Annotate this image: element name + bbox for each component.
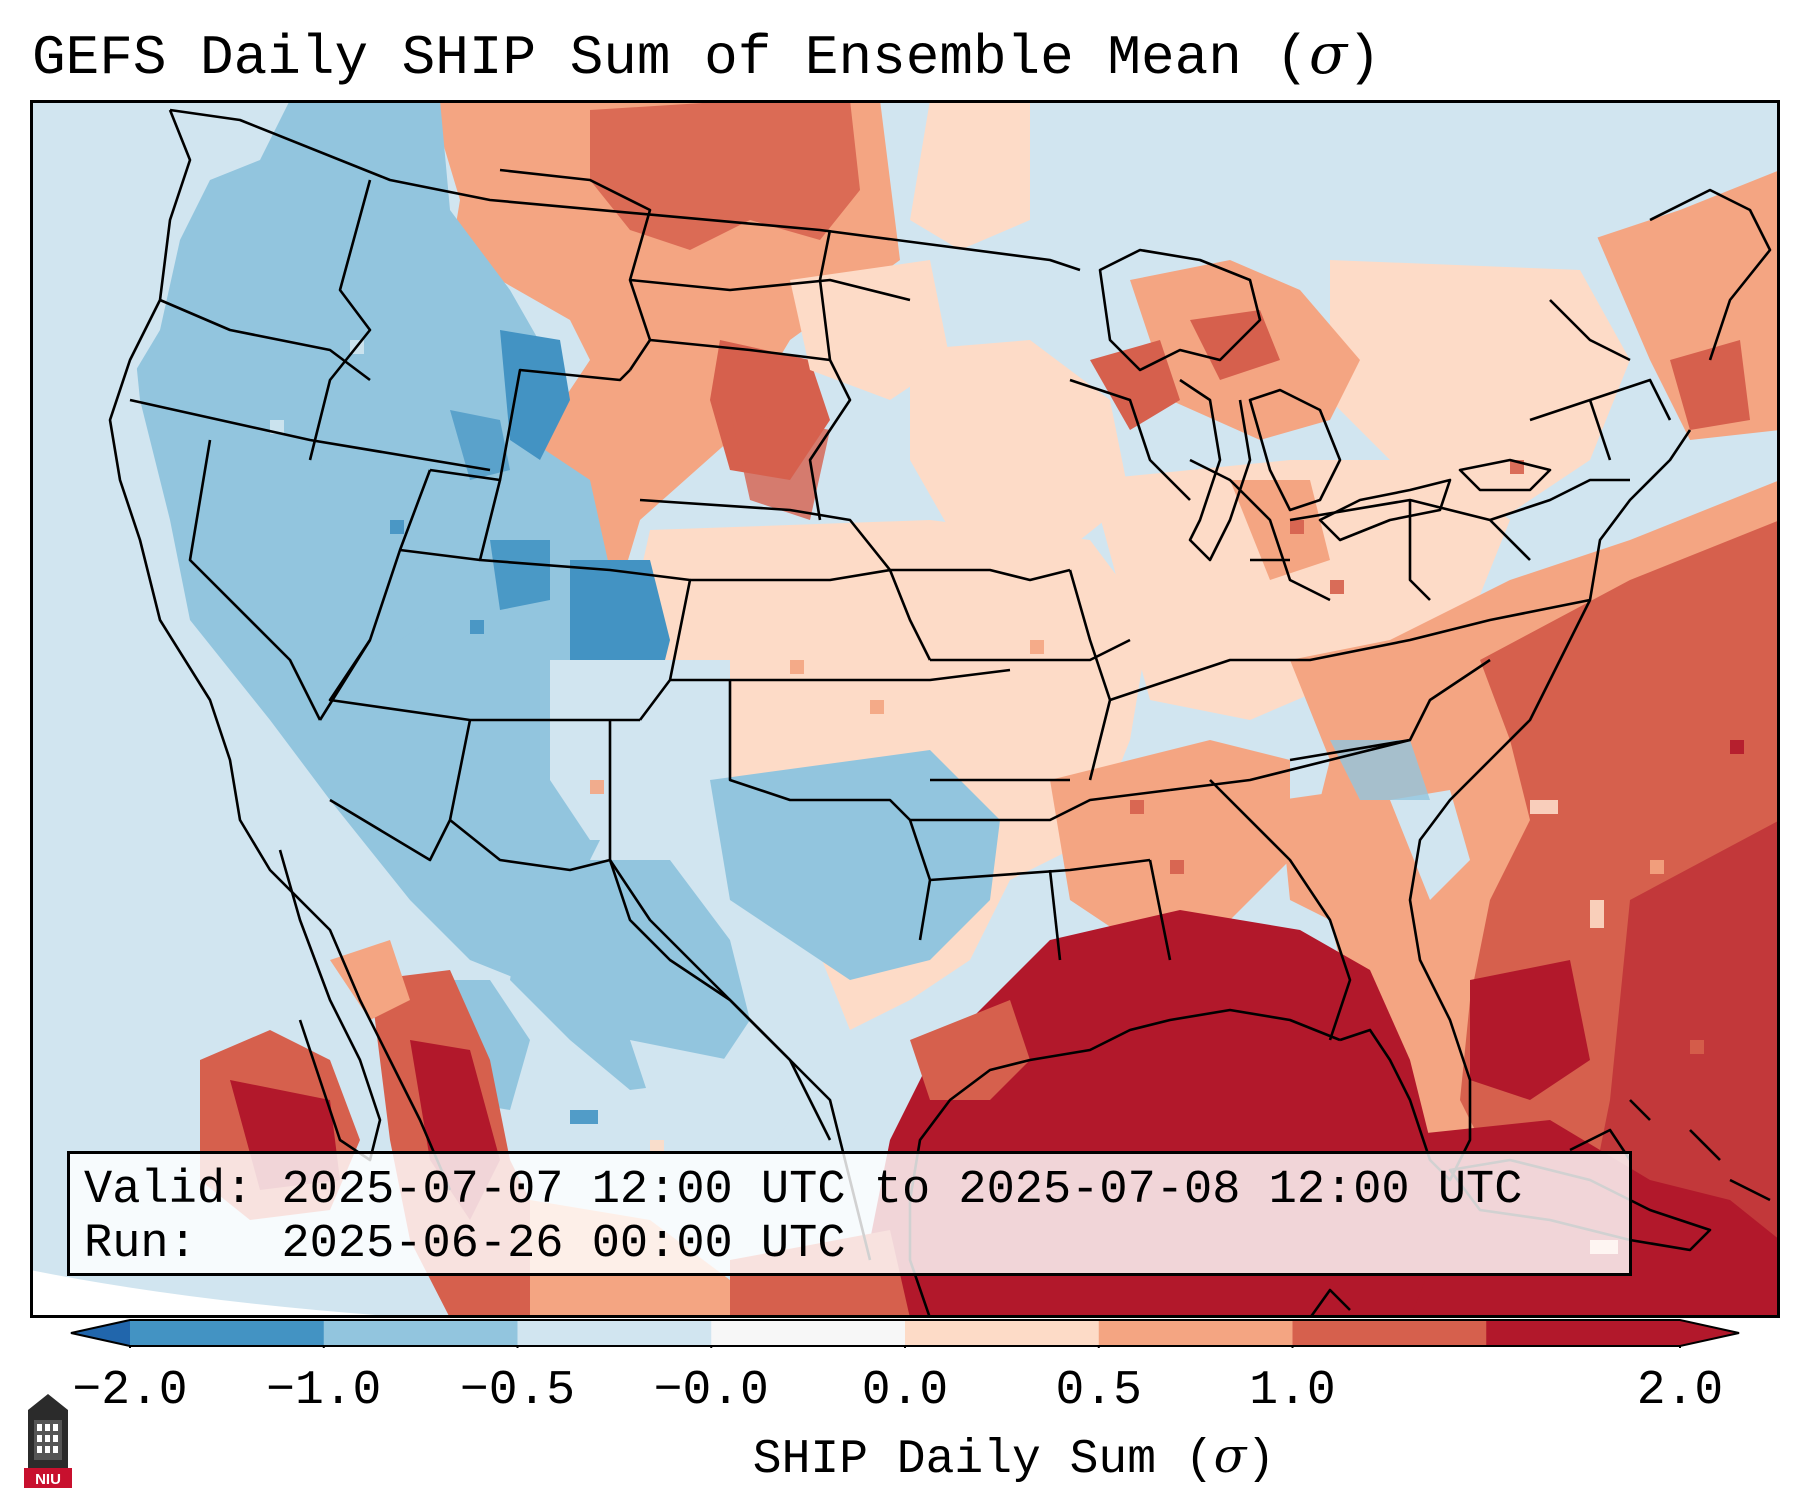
us-canada-border [169,108,1081,272]
map-canvas [30,100,1780,1318]
colorbar-tick-label: 0.0 [861,1364,949,1418]
colorbar [70,1318,1740,1348]
colorbar-segment [905,1320,1100,1346]
colorbar-tick-label: 1.0 [1249,1364,1336,1418]
colorbar-label-sigma: σ [1213,1428,1247,1484]
svg-text:NIU: NIU [35,1471,61,1488]
colorbar-svg [70,1319,1740,1348]
colorbar-segment [1486,1320,1681,1346]
map-title: GEFS Daily SHIP Sum of Ensemble Mean (σ) [32,22,1381,90]
baja-coastline [278,849,382,1162]
colorbar-segment [711,1320,906,1346]
east-coastline [1339,429,1692,1182]
great-lake-erie [1318,478,1452,542]
map-panel [30,100,1780,1318]
university-tower-icon: NIU [24,1394,72,1488]
colorbar-label-suffix: ) [1246,1433,1276,1487]
projection-edge [30,1270,417,1318]
title-sigma: σ [1309,22,1348,87]
valid-run-info-box: Valid: 2025-07-07 12:00 UTC to 2025-07-0… [67,1151,1632,1276]
great-lake-superior [1098,248,1262,372]
valid-label: Valid: [84,1164,254,1217]
colorbar-segment [1292,1320,1487,1346]
colorbar-tick-label: −0.0 [653,1364,769,1418]
colorbar-segment [323,1320,518,1346]
neutral-region-canada [1350,100,1780,260]
title-text: GEFS Daily SHIP Sum of Ensemble Mean ( [32,26,1310,90]
boundary-lines [108,108,1772,1318]
colorbar-label: SHIP Daily Sum (σ) [753,1428,1275,1487]
colorbar-tick-label: 0.5 [1055,1364,1142,1418]
great-lake-ontario [1458,458,1552,492]
run-label: Run: [84,1218,197,1271]
colorbar-extend-low [70,1320,130,1346]
cool-region-west [130,100,1000,1200]
colorbar-segment [130,1320,325,1346]
map-frame [30,100,1780,1318]
colorbar-tick-label: −2.0 [72,1364,188,1418]
great-lake-michigan [1179,378,1252,562]
colorbar-tick-label: −0.5 [459,1364,576,1418]
colorbar-segment [517,1320,712,1346]
colorbar-extend-high [1680,1320,1740,1346]
valid-time-range: 2025-07-07 12:00 UTC to 2025-07-08 12:00… [281,1164,1523,1217]
colorbar-tick-label: 2.0 [1636,1364,1724,1418]
colorbar-segment [1098,1320,1293,1346]
great-lake-huron [1248,388,1342,512]
niu-logo: NIU [20,1390,76,1490]
run-time: 2025-06-26 00:00 UTC [281,1218,846,1271]
title-suffix: ) [1347,26,1381,90]
colorbar-label-text: SHIP Daily Sum ( [752,1433,1214,1487]
colorbar-tick-label: −1.0 [266,1364,382,1418]
west-coastline [108,109,452,1191]
